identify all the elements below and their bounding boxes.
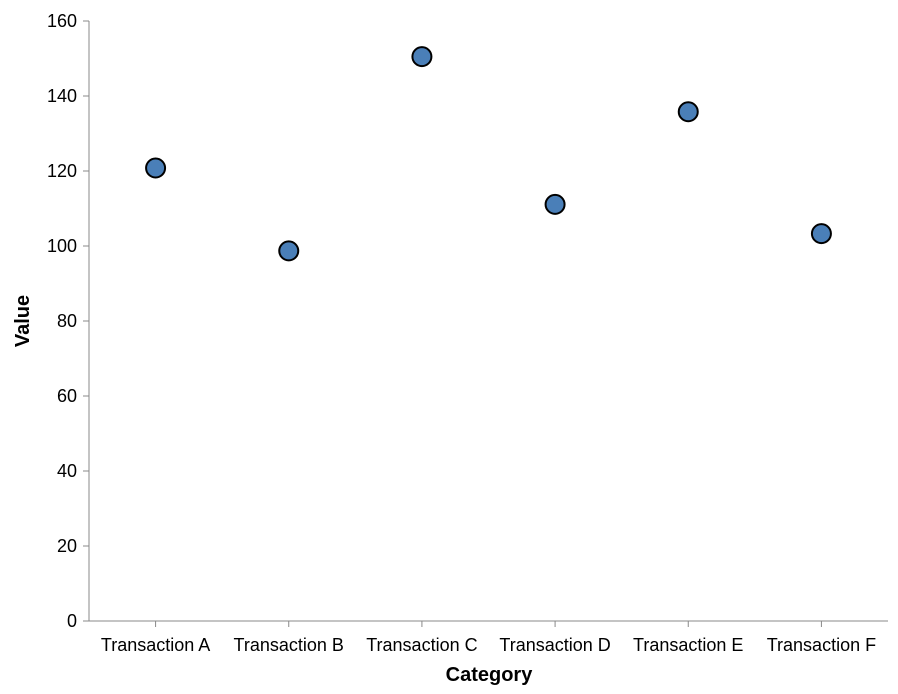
- data-points: [145, 46, 832, 262]
- data-point[interactable]: [411, 46, 433, 68]
- y-tick-label: 160: [47, 11, 77, 31]
- x-tick-label: Transaction B: [234, 635, 344, 655]
- x-tick-label: Transaction F: [767, 635, 876, 655]
- data-point[interactable]: [544, 193, 566, 215]
- data-point[interactable]: [810, 223, 832, 245]
- y-tick-label: 60: [57, 386, 77, 406]
- x-tick-label: Transaction D: [499, 635, 610, 655]
- y-tick-label: 0: [67, 611, 77, 631]
- x-tick-label: Transaction A: [101, 635, 210, 655]
- x-axis: Transaction A Transaction B Transaction C T…: [89, 620, 888, 655]
- data-point[interactable]: [145, 157, 167, 179]
- x-axis-title: Category: [446, 664, 534, 686]
- data-point[interactable]: [677, 101, 699, 123]
- x-tick-label: Transaction E: [633, 635, 743, 655]
- y-tick-label: 40: [57, 461, 77, 481]
- x-tick-label: Transaction C: [366, 635, 477, 655]
- y-tick-label: 80: [57, 311, 77, 331]
- y-tick-label: 120: [47, 161, 77, 181]
- data-point[interactable]: [278, 240, 300, 262]
- y-tick-label: 100: [47, 236, 77, 256]
- y-tick-label: 20: [57, 536, 77, 556]
- y-tick-label: 140: [47, 86, 77, 106]
- y-axis: 0 20 40 60 80 100 120 140 160: [47, 11, 90, 631]
- y-axis-title: Value: [12, 295, 34, 347]
